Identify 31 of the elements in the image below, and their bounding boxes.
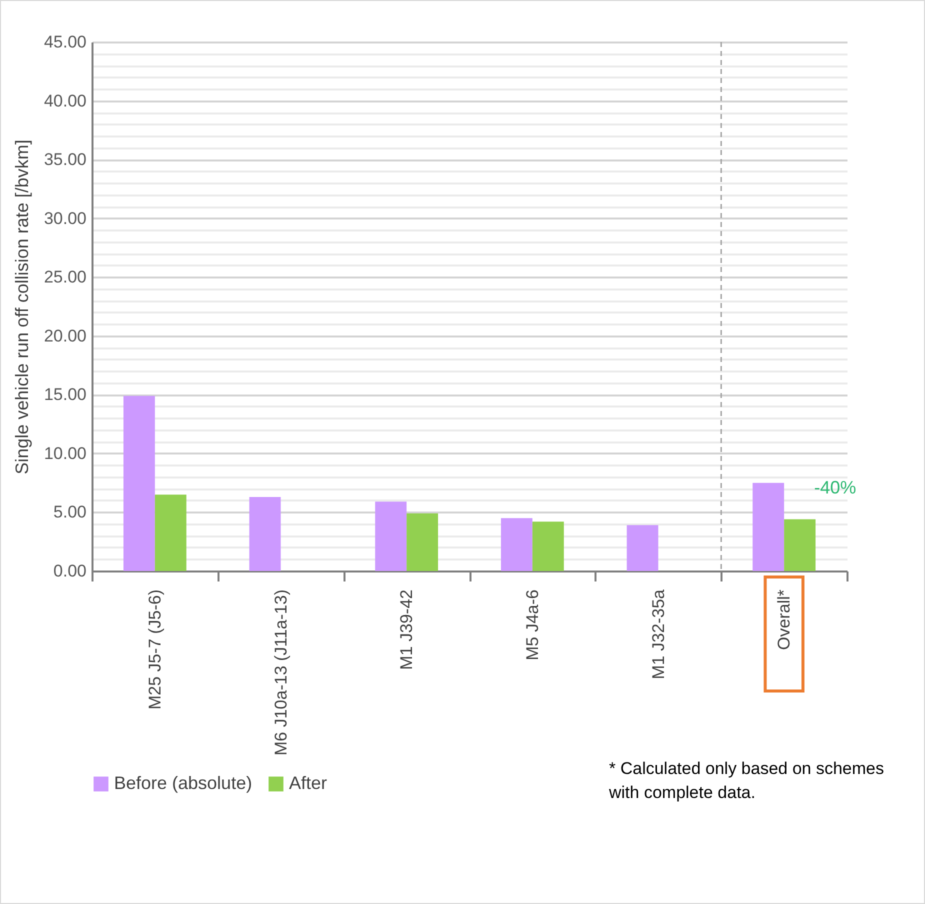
bar <box>784 519 816 571</box>
bar <box>249 496 281 571</box>
bar <box>123 396 155 571</box>
y-tick-label: 30.00 <box>44 208 86 228</box>
annotation: -40% <box>814 477 856 498</box>
x-tick-label: M5 J4a-6 <box>522 590 542 660</box>
y-tick-label: 15.00 <box>44 385 86 404</box>
y-tick-label: 10.00 <box>44 444 86 463</box>
legend-label: After <box>289 773 328 793</box>
bar <box>154 494 186 571</box>
bar <box>375 502 407 571</box>
y-tick-label: 45.00 <box>44 32 86 52</box>
y-tick-label: 40.00 <box>44 91 86 110</box>
y-tick-label: 0.00 <box>53 562 86 580</box>
x-tick-label: M1 J32-35a <box>648 588 668 680</box>
x-tick-label: M6 J10a-13 (J11a-13) <box>271 590 290 756</box>
y-tick-label: 5.00 <box>53 502 86 522</box>
bar <box>406 513 438 571</box>
y-tick-label: 20.00 <box>44 326 86 346</box>
bar <box>500 518 532 571</box>
legend-label: Before (absolute) <box>114 773 252 793</box>
x-tick-label: Overall* <box>774 589 794 650</box>
y-axis-title: Single vehicle run off collision rate [/bvkm] <box>12 140 32 474</box>
y-tick-label: 35.00 <box>44 150 86 170</box>
x-tick-label: M25 J5-7 (J5-6) <box>145 590 164 710</box>
y-tick-label: 25.00 <box>44 268 86 287</box>
text: * Calculated only based on schemes with complete data. <box>609 758 885 804</box>
bar <box>626 525 658 571</box>
bar <box>532 522 564 571</box>
x-tick-label: M1 J39-42 <box>397 590 416 670</box>
bar <box>752 482 784 571</box>
